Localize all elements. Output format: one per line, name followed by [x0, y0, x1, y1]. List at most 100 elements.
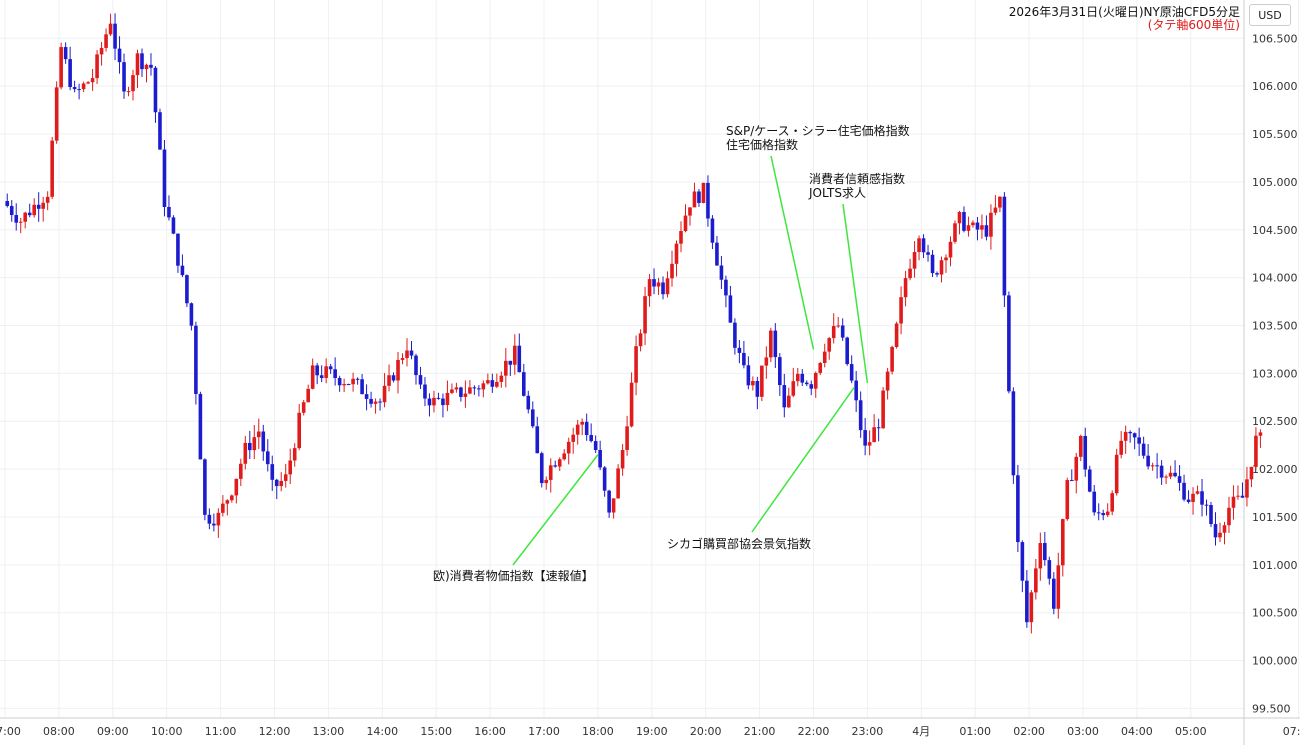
candle	[432, 390, 436, 413]
candle	[117, 36, 122, 74]
candle	[935, 271, 939, 277]
y-tick-label: 104.000	[1252, 272, 1298, 285]
candle	[189, 302, 194, 331]
candle-body	[27, 212, 32, 216]
candle-body	[728, 295, 733, 323]
candle-body	[998, 196, 1002, 208]
candle	[1052, 572, 1056, 615]
x-tick-label: 16:00	[474, 725, 506, 738]
candle	[45, 191, 50, 211]
candle-body	[1200, 491, 1204, 505]
candle-body	[310, 365, 315, 389]
x-tick-label: 17:00	[528, 725, 560, 738]
candle-body	[1173, 472, 1177, 477]
candle-body	[683, 215, 688, 232]
candle	[926, 244, 930, 262]
candle-body	[513, 345, 517, 365]
candle-body	[1025, 580, 1029, 623]
candle	[791, 367, 796, 398]
annotation-label: S&P/ケース・シラー住宅価格指数	[726, 123, 910, 138]
chart-title: 2026年3月31日(火曜日)NY原油CFD5分足	[1009, 5, 1240, 19]
candle	[530, 401, 535, 429]
candle-body	[530, 409, 535, 427]
candle-body	[292, 448, 297, 461]
candle	[674, 240, 679, 277]
y-tick-label: 103.000	[1252, 367, 1298, 380]
candle	[77, 83, 81, 100]
candle	[95, 50, 99, 84]
candle-body	[369, 398, 373, 404]
candle-body	[1007, 295, 1011, 392]
candle	[391, 372, 396, 383]
candle-body	[153, 67, 158, 113]
candle-body	[1110, 493, 1114, 512]
candle	[1227, 496, 1231, 533]
candle	[256, 418, 261, 450]
candle-body	[288, 460, 293, 475]
candle-body	[306, 388, 310, 403]
candle	[998, 196, 1002, 213]
candle	[1105, 503, 1110, 518]
candle	[351, 372, 355, 392]
candle-body	[589, 435, 593, 442]
candle	[1200, 478, 1204, 517]
candle	[18, 217, 23, 234]
candle	[589, 423, 593, 443]
candle-body	[944, 257, 948, 261]
candle-body	[274, 479, 279, 487]
candle-body	[912, 252, 917, 269]
candle-body	[99, 47, 104, 55]
candle	[647, 273, 652, 307]
candle-body	[185, 275, 189, 304]
y-tick-label: 105.500	[1252, 128, 1298, 141]
candle	[207, 508, 212, 530]
candle	[962, 206, 966, 233]
candle-body	[108, 23, 113, 35]
candle	[602, 466, 607, 497]
candle	[697, 189, 701, 207]
candle	[1083, 427, 1088, 477]
candle	[310, 358, 315, 390]
candle	[270, 455, 275, 491]
candle	[921, 234, 926, 259]
candle-body	[674, 243, 679, 264]
candle-body	[247, 442, 252, 451]
candle-body	[297, 412, 302, 449]
candle	[1020, 540, 1025, 593]
candle-body	[557, 459, 562, 467]
candle-body	[917, 238, 921, 253]
candle-body	[692, 191, 697, 208]
candle	[517, 333, 522, 373]
candle-body	[378, 401, 382, 403]
candle-body	[962, 212, 966, 231]
candle-body	[104, 34, 108, 48]
candle-body	[95, 54, 99, 79]
candle	[706, 175, 710, 227]
candle-body	[1056, 565, 1061, 609]
candle-body	[706, 182, 710, 219]
candle	[643, 286, 647, 345]
candle	[396, 352, 400, 394]
candle-body	[1038, 543, 1043, 569]
currency-button[interactable]: USD	[1249, 4, 1291, 26]
candle-body	[319, 375, 324, 378]
candle-body	[548, 465, 553, 480]
candle-body	[1052, 578, 1056, 609]
candle	[459, 386, 463, 402]
candle	[966, 216, 971, 237]
candle	[728, 285, 733, 323]
candle-body	[1218, 532, 1222, 538]
candle-body	[490, 380, 495, 387]
annotation-label: 欧)消費者物価指数【速報値】	[433, 568, 594, 583]
candle-body	[283, 474, 288, 481]
candle-body	[625, 426, 629, 450]
candle-body	[1128, 431, 1132, 434]
candle	[225, 499, 230, 516]
candle	[1249, 466, 1254, 488]
candle	[140, 48, 144, 77]
candle	[737, 340, 742, 364]
candle	[1047, 556, 1052, 585]
candle-body	[926, 252, 930, 255]
